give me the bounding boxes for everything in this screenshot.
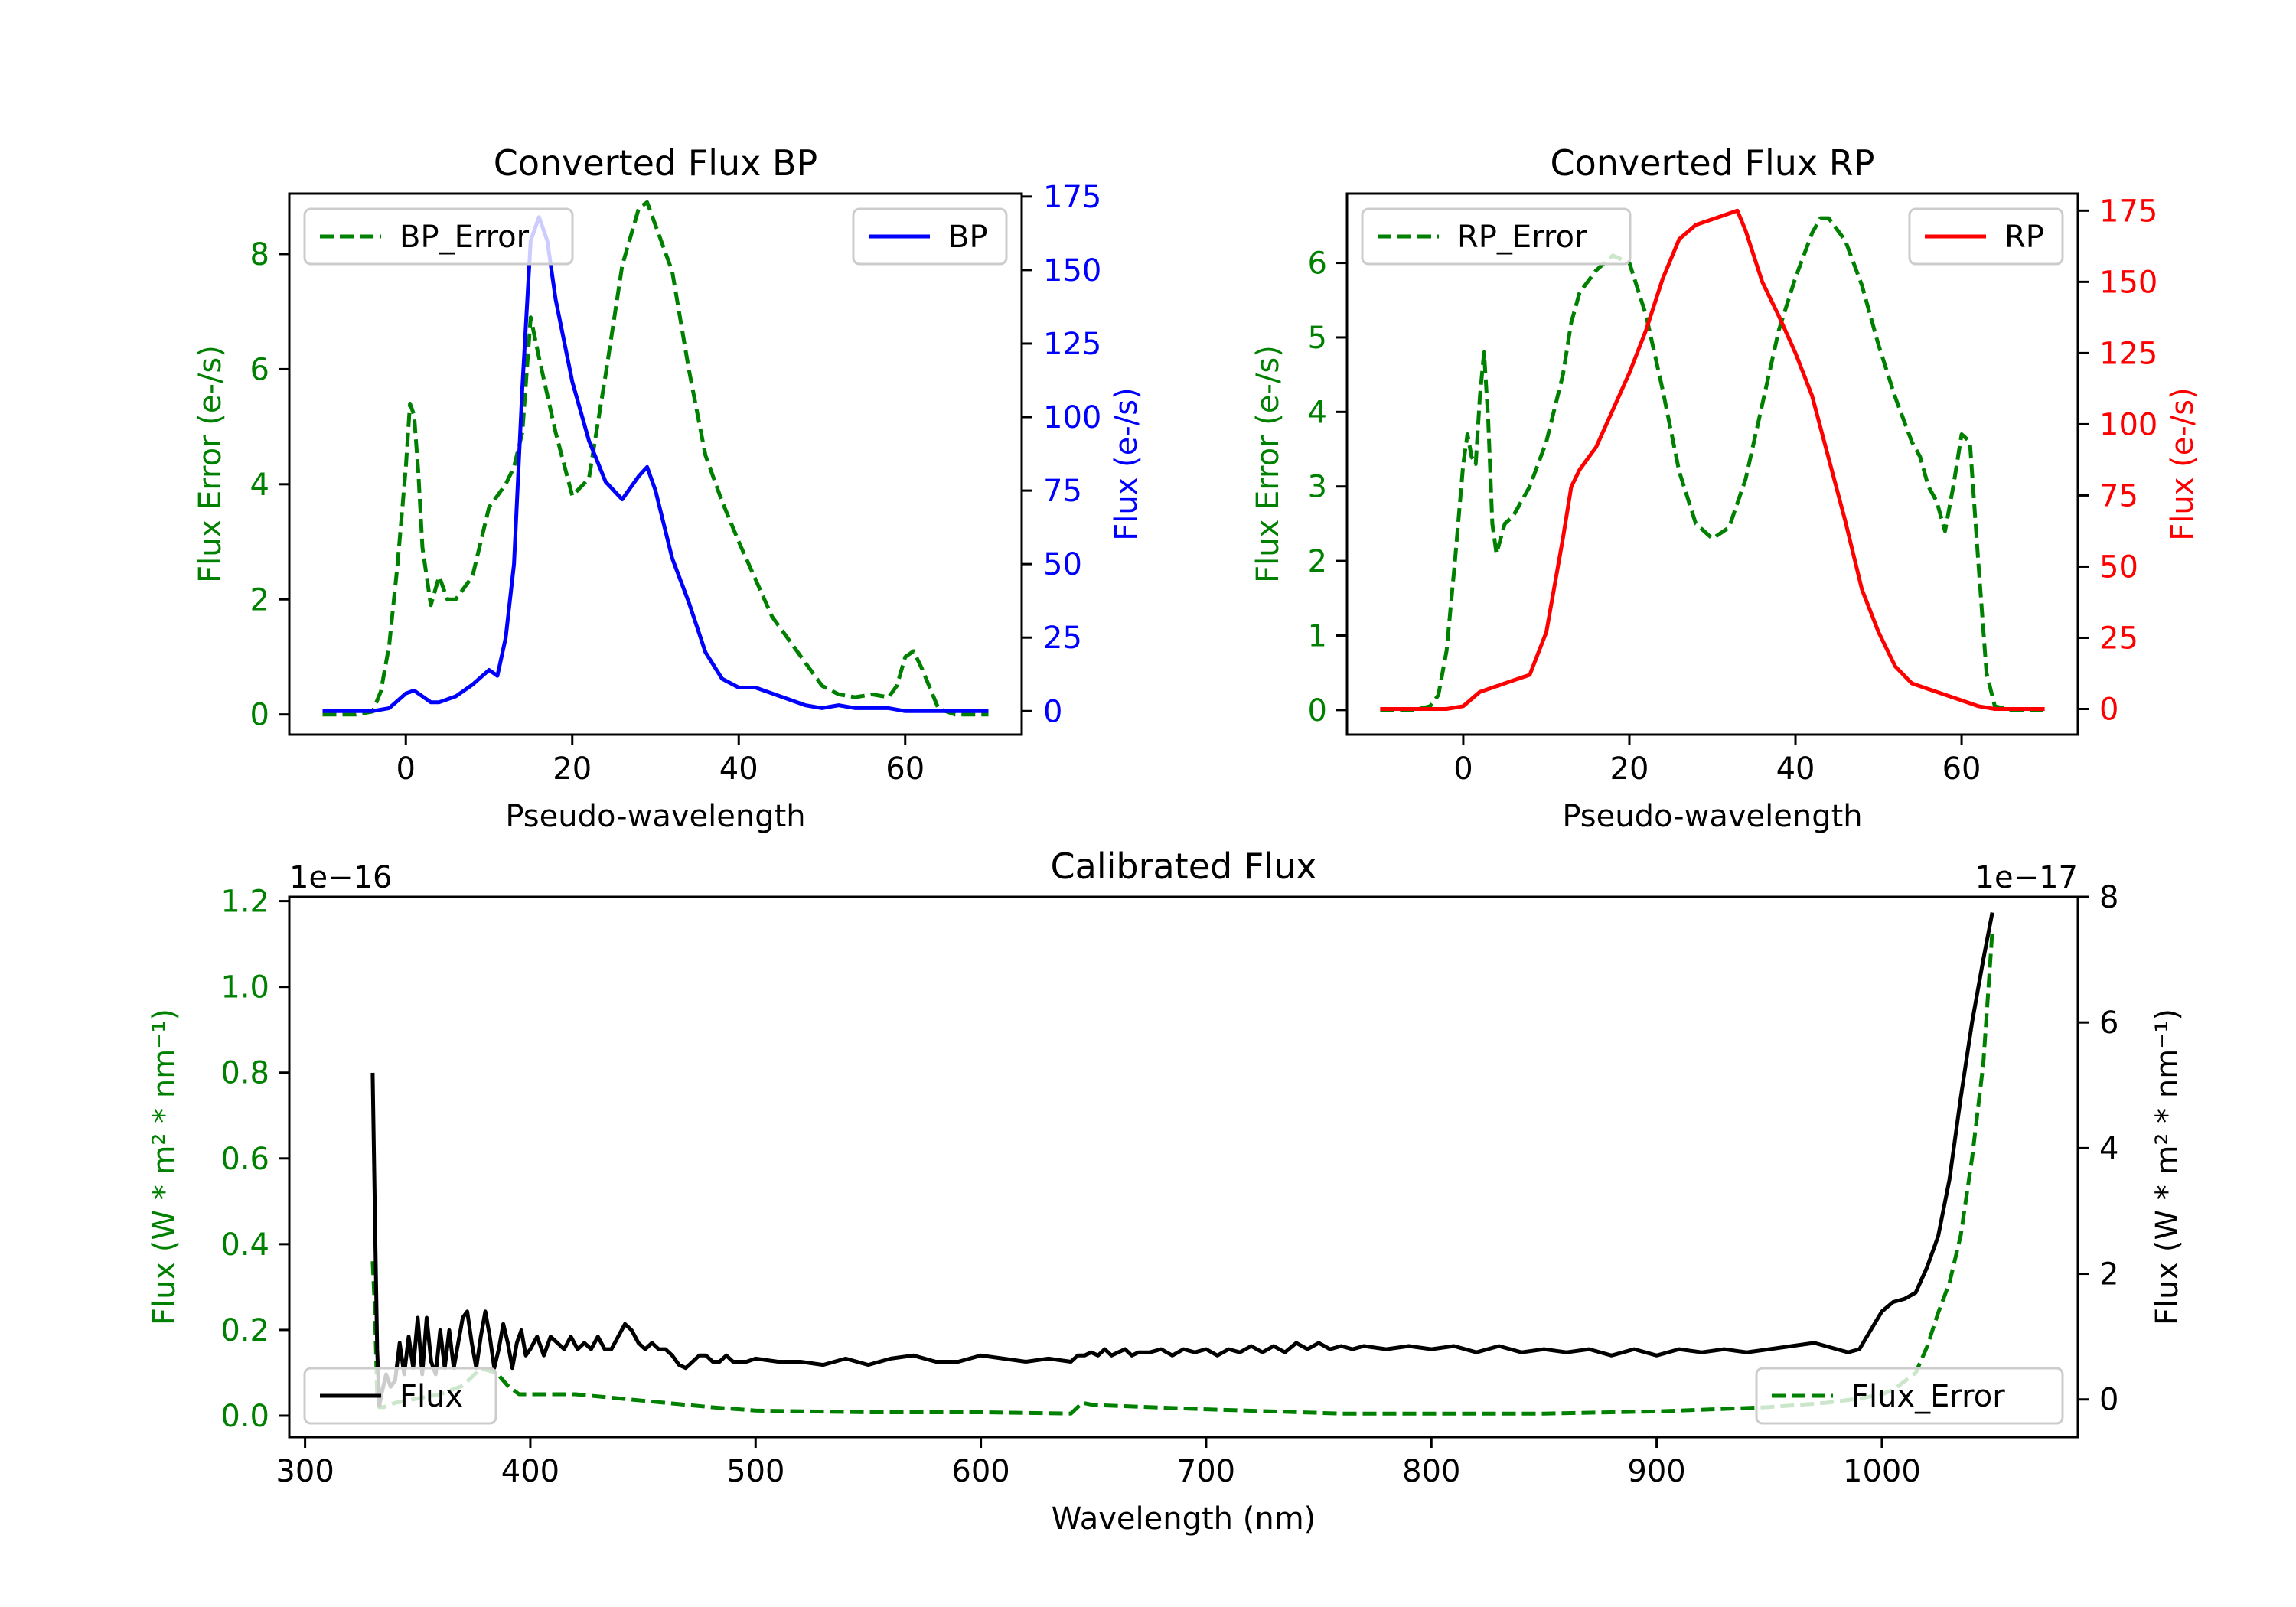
right-y-tick-label: 125 — [2099, 336, 2157, 371]
x-tick-label: 60 — [1942, 751, 1981, 787]
right-y-tick-label: 0 — [1043, 694, 1062, 729]
legend-left: Flux — [303, 1367, 497, 1425]
x-tick-label: 600 — [951, 1454, 1009, 1489]
left-y-axis-label: Flux (W * m² * nm⁻¹) — [147, 1009, 182, 1325]
series-line-rp — [1380, 208, 2045, 711]
x-tick-label: 500 — [726, 1454, 784, 1489]
left-y-tick-label: 6 — [1308, 246, 1327, 282]
left-y-axis-label: Flux Error (e-/s) — [1251, 345, 1286, 583]
left-y-axis-label: Flux Error (e-/s) — [193, 345, 228, 583]
x-axis-label: Pseudo-wavelength — [505, 799, 805, 834]
chart-0: Converted Flux BP0 20 40 60Pseudo-wavelengt… — [193, 142, 1144, 834]
x-tick-label: 1000 — [1843, 1454, 1921, 1489]
right-y-tick-label: 0 — [2099, 1383, 2118, 1418]
x-axis-label: Pseudo-wavelength — [1562, 799, 1862, 834]
right-y-axis-label: Flux (W * m² * nm⁻¹) — [2150, 1009, 2185, 1325]
right-y-tick-label: 50 — [2099, 549, 2138, 585]
left-y-tick-label: 0.8 — [220, 1056, 269, 1091]
x-tick-label: 20 — [553, 751, 592, 787]
plot-frame — [1345, 192, 2079, 736]
right-y-tick-label: 25 — [2099, 621, 2138, 656]
left-y-tick-label: 6 — [250, 352, 269, 387]
left-y-tick-label: 0.0 — [220, 1399, 269, 1434]
x-tick-label: 300 — [276, 1454, 334, 1489]
right-y-tick-label: 25 — [1043, 621, 1082, 656]
left-y-tick-label: 0.2 — [220, 1313, 269, 1348]
left-y-tick-label: 0 — [250, 698, 269, 733]
right-y-axis-label: Flux (e-/s) — [2165, 387, 2200, 540]
chart-title: Converted Flux BP — [494, 142, 818, 184]
legend-left: RP_Error — [1361, 207, 1632, 266]
legend-label: Flux — [400, 1379, 463, 1414]
right-y-tick-label: 150 — [2099, 265, 2157, 300]
right-y-tick-label: 0 — [2099, 693, 2118, 728]
left-y-tick-label: 8 — [250, 237, 269, 272]
left-y-tick-label: 3 — [1308, 470, 1327, 505]
right-y-tick-label: 175 — [2099, 194, 2157, 229]
left-y-tick-label: 1.0 — [220, 970, 269, 1006]
right-y-axis-label: Flux (e-/s) — [1109, 387, 1144, 540]
legend-label: RP_Error — [1457, 220, 1587, 255]
right-y-tick-label: 6 — [2099, 1006, 2118, 1041]
chart-1: Converted Flux RP0 20 40 60Pseudo-wavelengt… — [1251, 142, 2200, 834]
x-tick-label: 40 — [719, 751, 758, 787]
legend-frame — [1755, 1367, 2064, 1425]
right-y-tick-label: 50 — [1043, 547, 1082, 582]
x-tick-label: 0 — [396, 751, 416, 787]
x-tick-label: 40 — [1776, 751, 1815, 787]
series-line-rp-error — [1380, 216, 2045, 712]
plot-frame — [288, 192, 1023, 736]
series-line-bp — [322, 215, 989, 713]
left-y-tick-label: 4 — [1308, 395, 1327, 430]
legend-right: BP — [852, 207, 1008, 266]
right-y-tick-label: 8 — [2099, 880, 2118, 915]
x-tick-label: 0 — [1453, 751, 1473, 787]
chart-2: Calibrated Flux 300 400 500 600 700 800 900 1000… — [147, 846, 2185, 1537]
x-tick-label: 60 — [885, 751, 925, 787]
right-y-tick-label: 75 — [1043, 474, 1082, 509]
legend-frame — [303, 1367, 497, 1425]
x-tick-label: 900 — [1627, 1454, 1685, 1489]
left-y-tick-label: 0 — [1308, 693, 1327, 729]
left-y-tick-label: 0.4 — [220, 1227, 269, 1263]
left-y-tick-label: 2 — [250, 582, 269, 618]
series-line-flux — [370, 912, 1994, 1408]
left-y-tick-label: 1.2 — [220, 885, 269, 920]
x-axis-label: Wavelength (nm) — [1052, 1501, 1316, 1537]
right-offset-text: 1e−17 — [1975, 860, 2078, 895]
right-y-tick-label: 2 — [2099, 1257, 2118, 1292]
left-y-tick-label: 5 — [1308, 321, 1327, 356]
legend-frame — [303, 207, 574, 266]
left-y-tick-label: 4 — [250, 468, 269, 503]
legend-label: BP — [948, 220, 988, 255]
x-tick-label: 20 — [1610, 751, 1649, 787]
chart-title: Calibrated Flux — [1051, 846, 1317, 887]
legend-label: BP_Error — [400, 220, 530, 255]
x-tick-label: 700 — [1177, 1454, 1235, 1489]
legend-right: Flux_Error — [1755, 1367, 2064, 1425]
plot-frame — [288, 895, 2079, 1439]
right-y-tick-label: 100 — [2099, 407, 2157, 442]
legend-label: RP — [2004, 220, 2044, 255]
legend-label: Flux_Error — [1851, 1379, 2005, 1414]
left-y-tick-label: 2 — [1308, 544, 1327, 579]
x-tick-label: 800 — [1402, 1454, 1460, 1489]
x-tick-label: 400 — [501, 1454, 559, 1489]
right-y-tick-label: 100 — [1043, 400, 1101, 435]
chart-title: Converted Flux RP — [1551, 142, 1875, 184]
right-y-tick-label: 125 — [1043, 327, 1101, 362]
series-line-bp-error — [322, 200, 989, 717]
legend-right: RP — [1908, 207, 2064, 266]
right-y-tick-label: 150 — [1043, 253, 1101, 288]
left-offset-text: 1e−16 — [289, 860, 392, 895]
legend-left: BP_Error — [303, 207, 574, 266]
right-y-tick-label: 175 — [1043, 180, 1101, 215]
left-y-tick-label: 0.6 — [220, 1142, 269, 1177]
right-y-tick-label: 75 — [2099, 478, 2138, 513]
legend-frame — [1361, 207, 1632, 266]
right-y-tick-label: 4 — [2099, 1131, 2118, 1166]
left-y-tick-label: 1 — [1308, 618, 1327, 654]
